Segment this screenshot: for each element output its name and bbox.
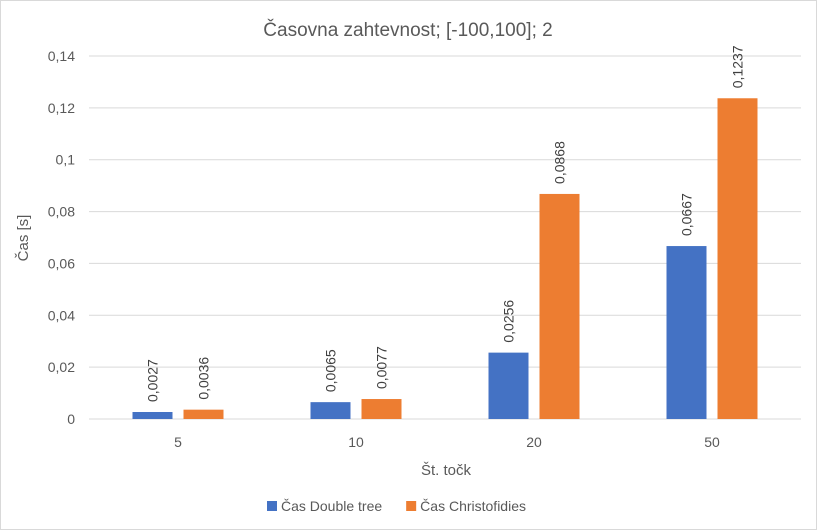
data-label: 0,1237	[730, 45, 746, 88]
y-tick-label: 0,04	[48, 307, 75, 323]
y-tick-label: 0,08	[48, 204, 75, 220]
legend: Čas Double tree Čas Christofidies	[267, 498, 526, 514]
chart-title: Časovna zahtevnost; [-100,100]; 2	[263, 19, 552, 41]
x-axis-ticks: 5 10 20 50	[174, 434, 720, 450]
gridlines	[89, 55, 801, 420]
data-label: 0,0256	[501, 300, 517, 343]
x-tick-label: 20	[526, 434, 542, 450]
x-tick-label: 5	[174, 434, 182, 450]
data-label: 0,0868	[552, 141, 568, 184]
data-label: 0,0077	[374, 346, 390, 389]
bar	[666, 246, 707, 419]
y-tick-label: 0,06	[48, 255, 75, 271]
y-axis-ticks: 0 0,02 0,04 0,06 0,08 0,1 0,12 0,14	[48, 48, 75, 427]
y-tick-label: 0,12	[48, 100, 75, 116]
bar	[310, 402, 351, 419]
bar	[717, 98, 758, 419]
y-tick-label: 0,1	[56, 152, 76, 168]
bar	[488, 352, 529, 419]
bar	[539, 193, 580, 419]
y-tick-label: 0,14	[48, 48, 75, 64]
data-label: 0,0036	[196, 357, 212, 400]
bars	[132, 98, 758, 419]
x-tick-label: 10	[348, 434, 364, 450]
legend-label: Čas Christofidies	[420, 498, 526, 514]
x-axis-title: Št. točk	[421, 462, 472, 479]
x-tick-label: 50	[704, 434, 720, 450]
y-axis-title: Čas [s]	[15, 215, 32, 262]
bar	[132, 411, 173, 419]
legend-swatch	[267, 501, 277, 511]
data-label: 0,0065	[323, 349, 339, 392]
data-labels: 0,0027 0,0036 0,0065 0,0077 0,0256 0,0868 0,06…	[145, 45, 746, 402]
legend-swatch	[406, 501, 417, 511]
legend-label: Čas Double tree	[281, 498, 382, 514]
y-tick-label: 0	[67, 411, 75, 427]
y-tick-label: 0,02	[48, 359, 75, 375]
data-label: 0,0667	[679, 193, 695, 236]
bar	[361, 399, 402, 419]
bar	[183, 409, 224, 419]
data-label: 0,0027	[145, 359, 161, 402]
